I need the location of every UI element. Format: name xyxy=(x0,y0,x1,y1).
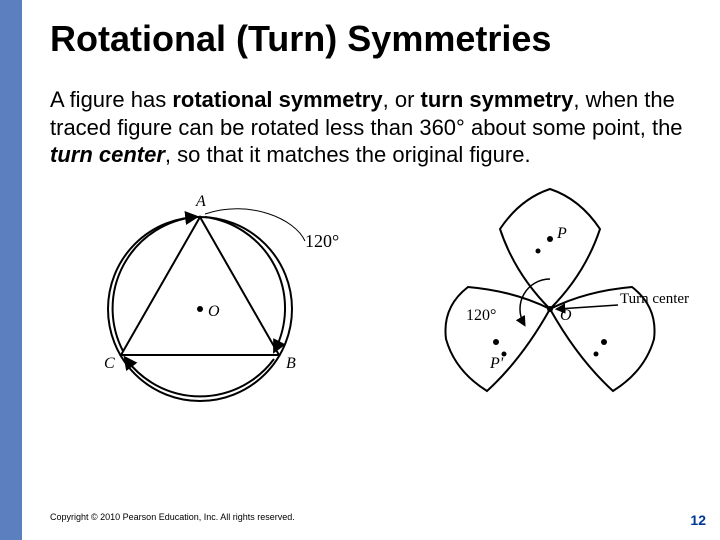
label-P-prime: P' xyxy=(490,355,503,373)
figure-triangle: A B C O 120° xyxy=(50,179,350,441)
definition-paragraph: A figure has rotational symmetry, or tur… xyxy=(50,86,692,169)
slide-content: Rotational (Turn) Symmetries A figure ha… xyxy=(22,0,720,540)
term-turn-symmetry: turn symmetry xyxy=(421,87,574,112)
label-C: C xyxy=(104,355,115,373)
label-120-fig2: 120° xyxy=(466,307,496,325)
label-B: B xyxy=(286,355,296,373)
label-O-fig1: O xyxy=(208,303,220,321)
label-turn-center: Turn center xyxy=(620,291,689,308)
copyright-text: Copyright © 2010 Pearson Education, Inc.… xyxy=(50,512,295,522)
text: , or xyxy=(383,87,421,112)
label-P: P xyxy=(557,225,567,243)
text: A figure has xyxy=(50,87,172,112)
term-rotational-symmetry: rotational symmetry xyxy=(172,87,382,112)
term-turn-center: turn center xyxy=(50,142,165,167)
figure-triangle-svg xyxy=(50,179,350,441)
figure-petals: P P' O 120° Turn center xyxy=(370,179,720,441)
left-accent-bar xyxy=(0,0,22,540)
label-120-fig1: 120° xyxy=(305,231,339,252)
label-O-fig2: O xyxy=(560,307,572,325)
slide-title: Rotational (Turn) Symmetries xyxy=(50,18,692,60)
page-number: 12 xyxy=(690,512,706,528)
figures-container: A B C O 120° xyxy=(50,179,690,441)
text: , so that it matches the original figure… xyxy=(165,142,531,167)
label-A: A xyxy=(196,193,206,211)
figure-petals-svg xyxy=(370,179,720,441)
